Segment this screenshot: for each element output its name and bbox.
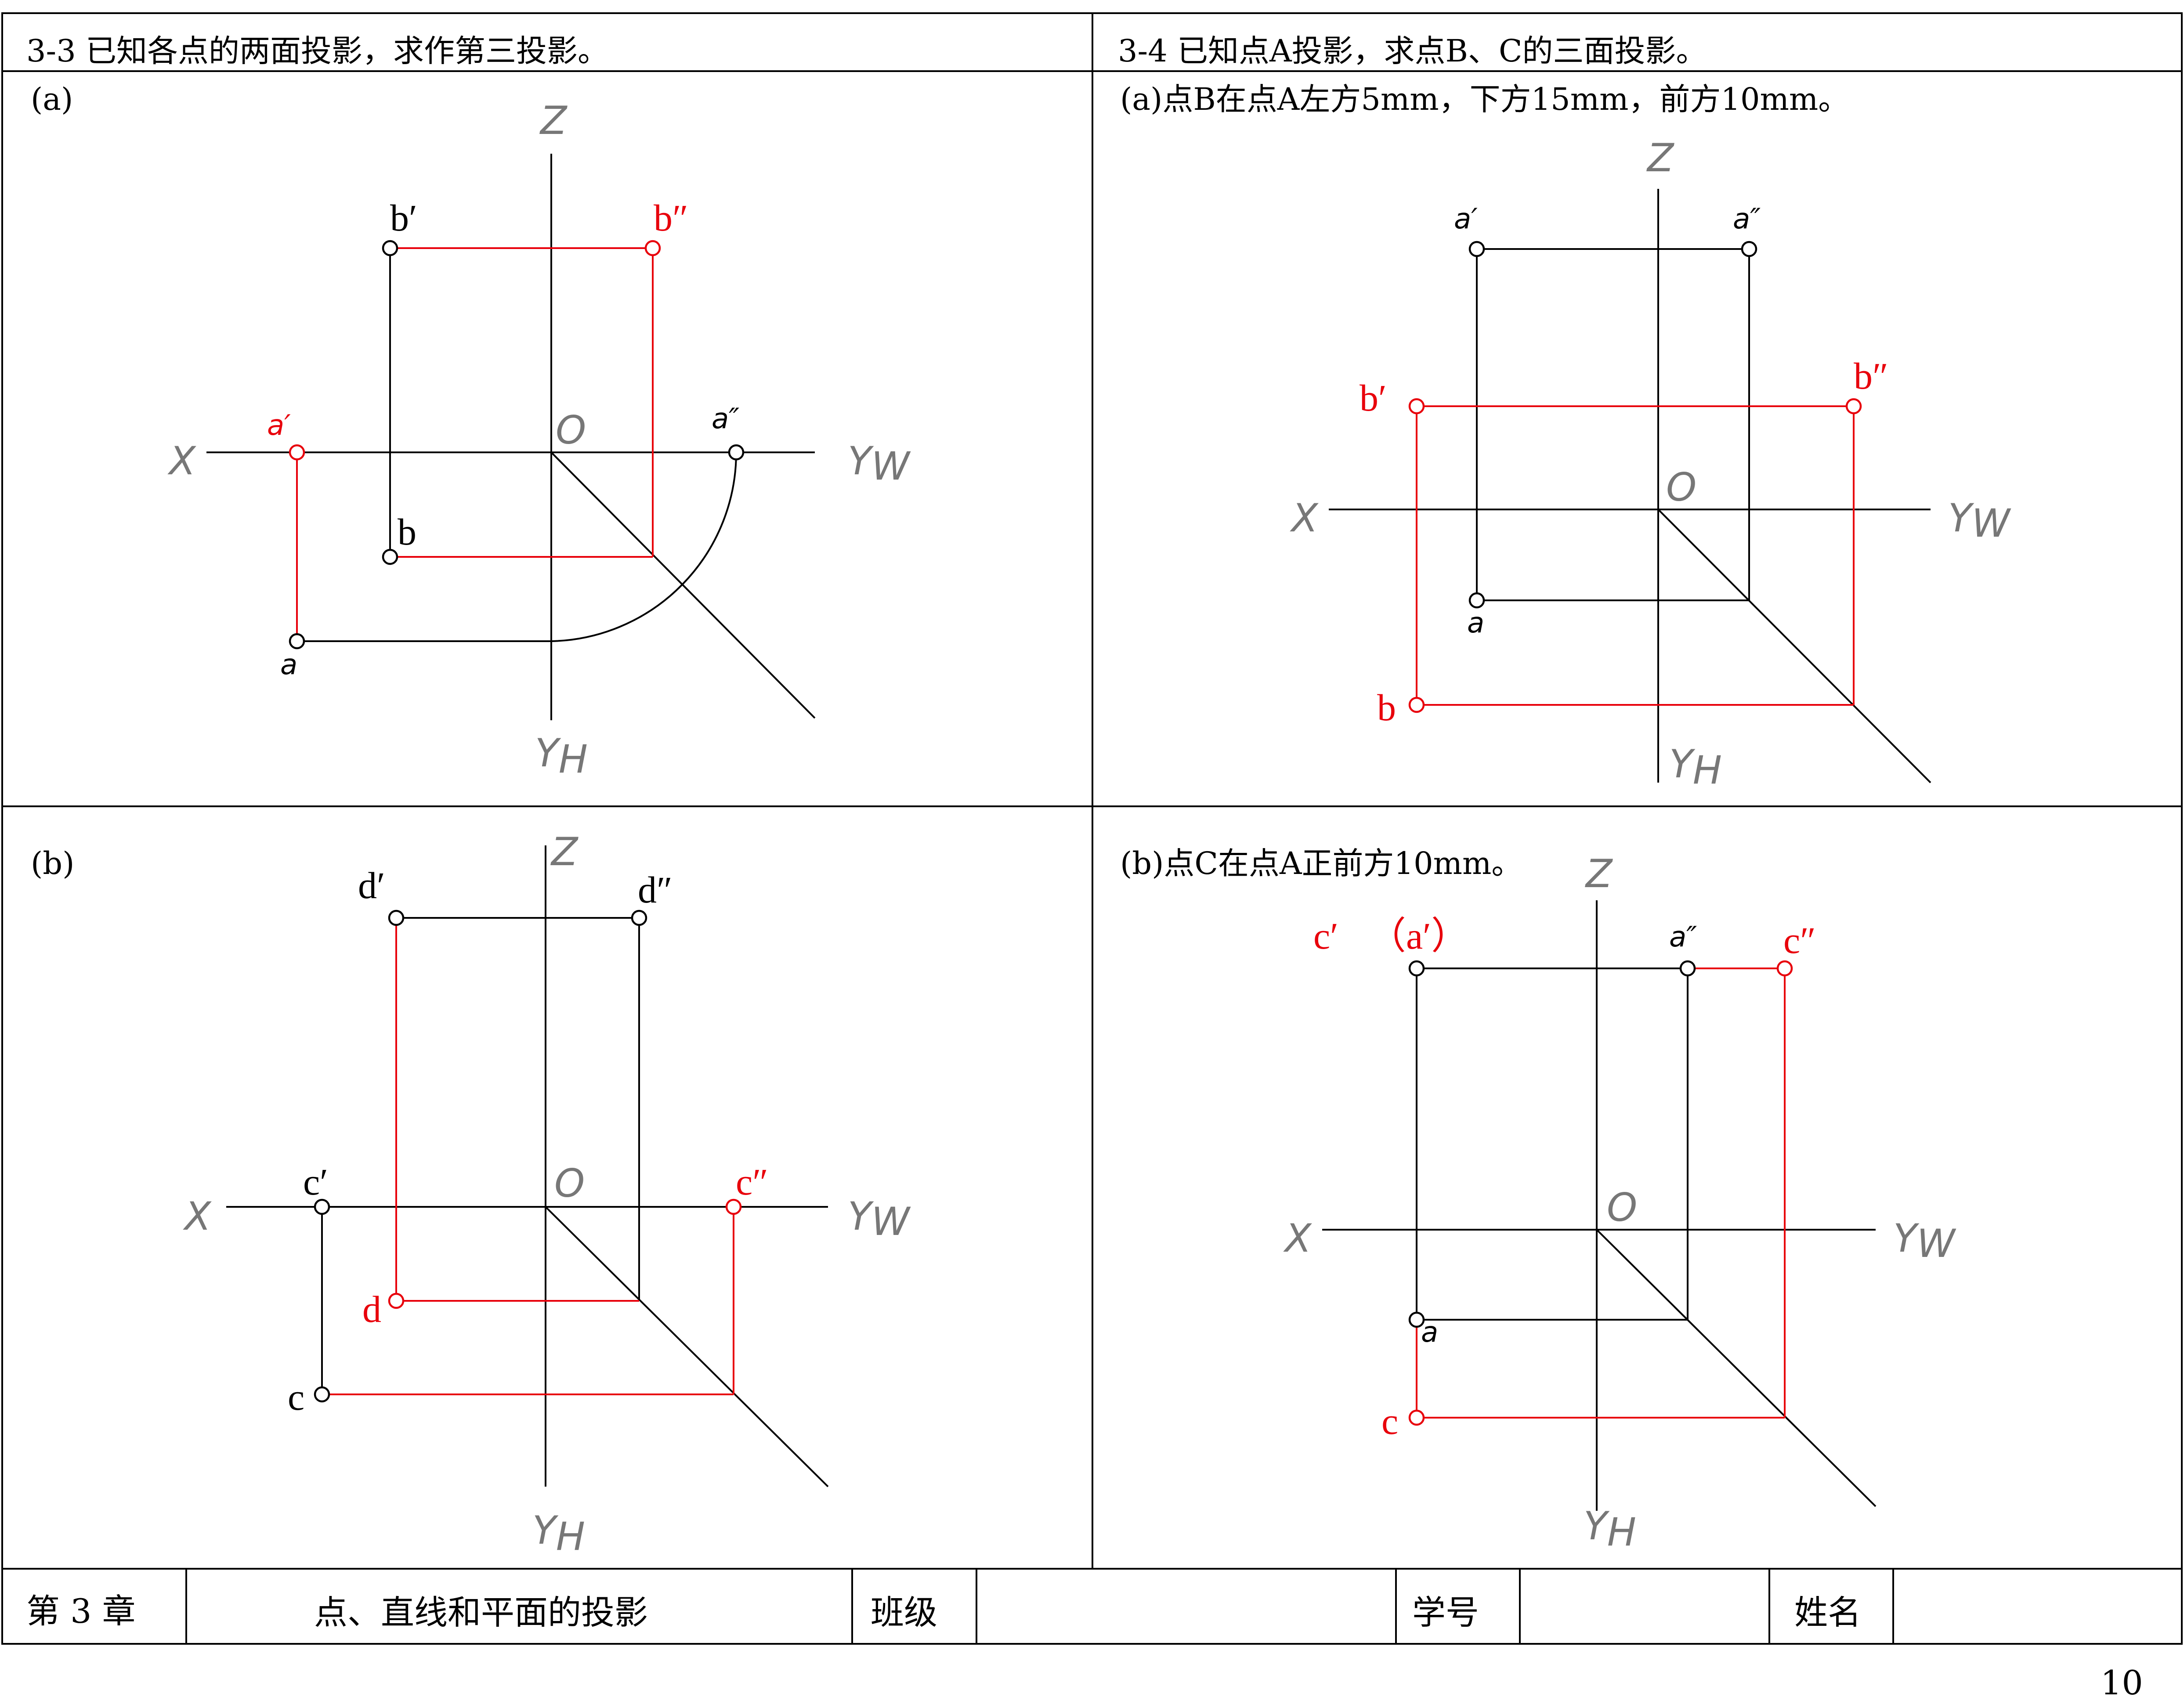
axis-yw-label: YW (1893, 1216, 1956, 1266)
diagonal-45-3-3a (550, 451, 816, 719)
label-b: b (398, 511, 416, 553)
axis-z-label: Z (1646, 135, 1674, 181)
point-a-double-prime (1741, 241, 1757, 257)
problem-3-4a-statement: (a)点B在点A左方5mm，下方15mm，前方10mm。 (1120, 81, 1849, 117)
label-a: a (280, 649, 297, 681)
diagonal-45-3-4a (1657, 509, 1931, 783)
axis-x-label: X (167, 438, 196, 484)
point-a (1408, 1311, 1425, 1328)
sheet-frame (1, 12, 2183, 1645)
point-a-double-prime (1679, 960, 1696, 977)
axis-x-label: X (1290, 495, 1319, 541)
label-b: b (1377, 686, 1396, 729)
arc-3-3a (551, 452, 737, 642)
axis-yh-label: YH (532, 1508, 585, 1559)
label-c-double-prime: c″ (1783, 919, 1816, 961)
origin-label: O (554, 1161, 585, 1206)
label-a-prime: a′ (1454, 203, 1478, 235)
label-c-prime: c′ (1313, 915, 1338, 957)
label-a-double-prime: a″ (712, 403, 739, 435)
label-b-prime: b′ (1360, 377, 1387, 419)
axis-yh-label: YH (1584, 1503, 1636, 1555)
point-a-prime (1468, 241, 1485, 257)
point-b (1408, 697, 1425, 713)
label-a-prime: a′ (267, 409, 291, 442)
chapter-topic: 点、直线和平面的投影 (314, 1593, 648, 1632)
label-a-prime-paren: （a′） (1368, 915, 1469, 957)
diagram-3-3a: Z X O YW YH b′ b″ a′ a″ b a (167, 98, 911, 782)
point-c-prime-a-prime (1408, 960, 1425, 977)
axis-z-label: Z (539, 98, 568, 143)
diagram-3-3b: Z X O YW YH d′ d″ c′ c″ d c (183, 829, 911, 1559)
label-a-double-prime: a″ (1733, 203, 1761, 235)
axis-x-label: X (183, 1194, 212, 1239)
label-a: a (1421, 1316, 1438, 1349)
point-d-prime (388, 910, 405, 926)
origin-label: O (1607, 1185, 1637, 1230)
diagram-3-4b: Z X O YW YH c′ （a′） a″ c″ a c (1283, 851, 1956, 1555)
problem-3-3-title: 3-3 已知各点的两面投影，求作第三投影。 (26, 33, 608, 69)
student-id-label: 学号 (1412, 1593, 1479, 1632)
point-d-double-prime (631, 910, 647, 926)
point-c-double-prime (725, 1199, 742, 1215)
point-a-prime (289, 444, 305, 461)
point-a-double-prime (728, 444, 745, 461)
point-c (314, 1386, 330, 1403)
label-b-double-prime: b″ (654, 197, 688, 239)
axis-z-label: Z (550, 829, 579, 874)
name-label: 姓名 (1794, 1593, 1861, 1632)
axis-yw-label: YW (1948, 495, 2011, 546)
point-a (1468, 592, 1485, 609)
point-a (289, 633, 305, 650)
point-b-prime (382, 240, 398, 256)
label-d-prime: d′ (358, 864, 385, 906)
point-b-double-prime (644, 240, 661, 256)
point-c-double-prime (1776, 960, 1793, 977)
point-c (1408, 1409, 1425, 1426)
point-d (388, 1292, 405, 1309)
point-b-prime (1408, 398, 1425, 415)
chapter-label: 第 3 章 (26, 1592, 136, 1631)
axis-yw-label: YW (848, 438, 911, 489)
axis-z-label: Z (1585, 851, 1613, 896)
origin-label: O (556, 408, 586, 453)
diagonal-45-3-4b (1596, 1229, 1877, 1507)
label-a-double-prime: a″ (1669, 921, 1697, 953)
label-c: c (1381, 1400, 1398, 1442)
point-b-double-prime (1845, 398, 1862, 415)
label-c-double-prime: c″ (736, 1161, 768, 1203)
axis-yw-label: YW (848, 1194, 911, 1244)
axis-x-label: X (1283, 1216, 1312, 1261)
page-number: 10 (2101, 1663, 2143, 1702)
point-c-prime (314, 1199, 330, 1215)
axis-yh-label: YH (1669, 741, 1722, 793)
label-c: c (288, 1376, 304, 1418)
label-b-double-prime: b″ (1854, 355, 1888, 397)
diagram-3-4a: Z X O YW YH a′ a″ b′ b″ a b (1290, 135, 2011, 793)
diagonal-45-3-3b (545, 1206, 829, 1487)
footer-table: 第 3 章 点、直线和平面的投影 班级 学号 姓名 (26, 1592, 1861, 1632)
class-label: 班级 (871, 1593, 937, 1632)
axis-yh-label: YH (535, 730, 588, 782)
label-d: d (362, 1288, 381, 1330)
label-a: a (1467, 607, 1484, 639)
label-d-double-prime: d″ (638, 869, 673, 911)
problem-3-3b-label: (b) (31, 845, 74, 881)
problem-3-4b-statement: (b)点C在点A正前方10mm。 (1120, 845, 1522, 881)
point-b (382, 549, 398, 565)
label-c-prime: c′ (303, 1161, 328, 1203)
label-b-prime: b′ (390, 197, 417, 239)
problem-3-4-title: 3-4 已知点A投影，求点B、C的三面投影。 (1118, 33, 1707, 69)
origin-label: O (1666, 465, 1696, 510)
problem-3-3a-label: (a) (31, 81, 73, 117)
